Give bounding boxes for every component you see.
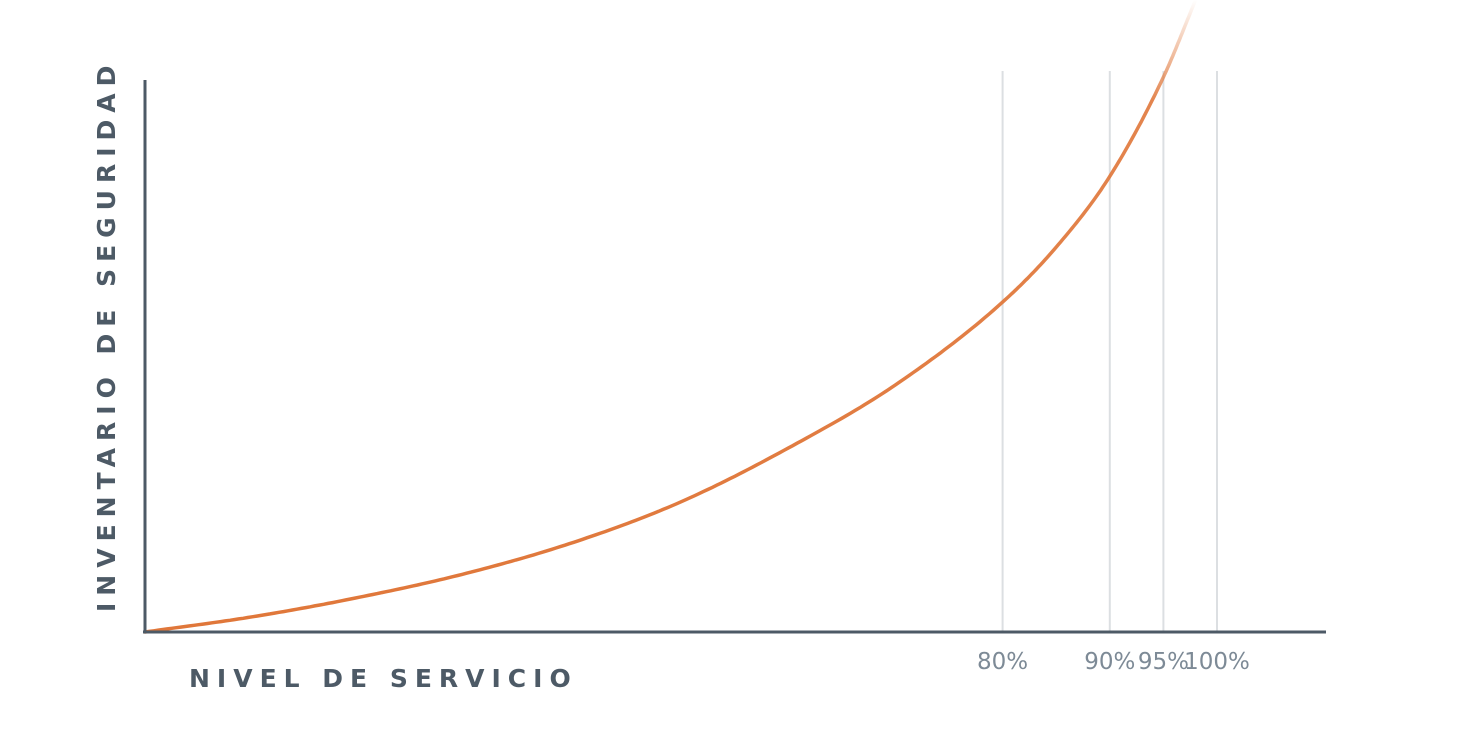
x-tick-label-95: 95% (1138, 649, 1189, 675)
safety-stock-curve (143, 0, 1198, 634)
x-tick-labels: 80% 90% 95%100% (977, 649, 1250, 675)
vertical-grid-lines (1001, 71, 1218, 632)
y-axis-title: INVENTARIO DE SEGURIDAD (92, 59, 121, 612)
x-tick-label-100: 100% (1184, 649, 1250, 675)
x-axis-title: NIVEL DE SERVICIO (189, 664, 578, 693)
x-tick-label-80: 80% (977, 649, 1028, 675)
x-tick-label-90: 90% (1084, 649, 1135, 675)
